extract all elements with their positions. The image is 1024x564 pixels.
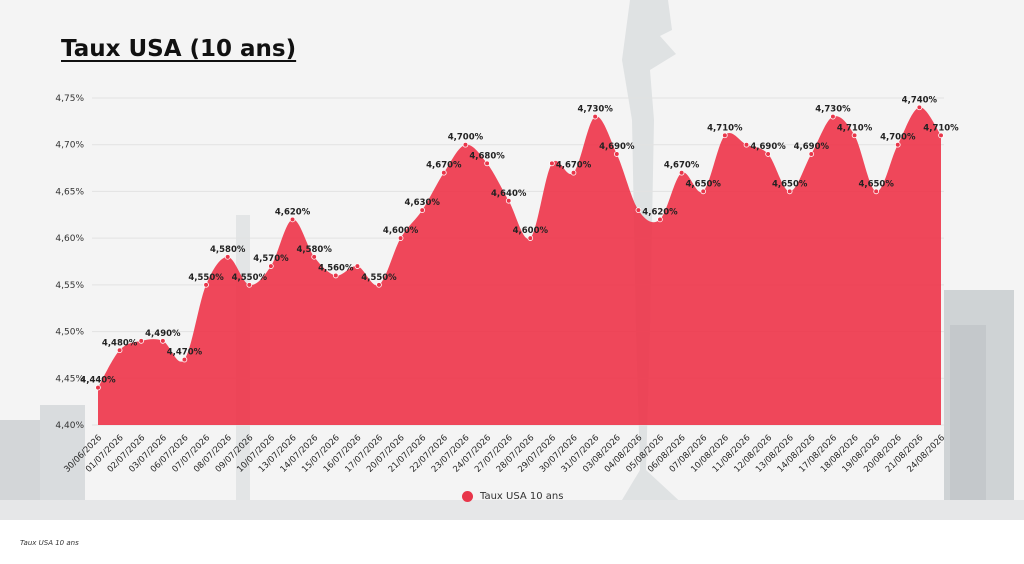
data-point [570, 169, 577, 176]
source-footnote: Taux USA 10 ans [20, 539, 79, 547]
data-label: 4,710% [837, 123, 873, 133]
data-label: 4,630% [405, 198, 441, 208]
data-point [635, 207, 642, 213]
data-point [830, 113, 836, 120]
data-label: 4,580% [296, 245, 332, 255]
data-point [181, 356, 188, 363]
data-label: 4,670% [426, 161, 462, 171]
skyline-building [950, 325, 986, 520]
data-label: 4,550% [361, 273, 397, 283]
data-point [527, 235, 534, 241]
data-label: 4,690% [599, 142, 635, 152]
data-point [851, 132, 858, 139]
data-point [786, 188, 793, 195]
data-label: 4,580% [210, 245, 246, 255]
data-label: 4,710% [923, 123, 959, 133]
data-point [419, 207, 426, 213]
legend[interactable]: Taux USA 10 ans [462, 491, 563, 502]
data-label: 4,690% [794, 142, 830, 152]
data-label: 4,620% [275, 207, 311, 217]
data-label: 4,570% [253, 254, 289, 264]
data-label: 4,600% [513, 226, 549, 236]
series-area [98, 107, 941, 425]
data-point [894, 141, 901, 148]
data-label: 4,650% [858, 179, 894, 189]
y-tick-label: 4,45% [55, 374, 84, 384]
data-point [462, 141, 469, 148]
data-label: 4,670% [664, 161, 700, 171]
y-tick-label: 4,60% [55, 234, 84, 244]
statue-of-liberty-silhouette [610, 0, 700, 520]
data-point [938, 132, 944, 139]
data-label: 4,440% [80, 376, 116, 386]
data-label: 4,470% [167, 348, 203, 358]
data-label: 4,740% [902, 95, 938, 105]
data-point [549, 160, 555, 167]
data-point [246, 282, 253, 288]
data-label: 4,550% [188, 273, 224, 283]
data-point [657, 216, 663, 223]
data-point [678, 169, 685, 176]
data-point [916, 104, 923, 111]
data-label: 4,600% [383, 226, 419, 236]
data-label: 4,700% [448, 133, 484, 143]
data-point [592, 113, 598, 120]
data-point [268, 263, 274, 269]
data-label: 4,730% [577, 105, 613, 115]
y-tick-label: 4,50% [55, 328, 84, 338]
legend-swatch [462, 491, 473, 502]
y-tick-label: 4,70% [55, 141, 84, 151]
y-tick-label: 4,65% [55, 187, 84, 197]
data-label: 4,560% [318, 264, 354, 274]
data-point [700, 188, 707, 195]
data-label: 4,680% [469, 151, 505, 161]
data-point [613, 151, 620, 157]
chart-title: Taux USA (10 ans) [61, 36, 297, 62]
series-points [95, 104, 944, 391]
data-label: 4,650% [772, 179, 808, 189]
data-point [722, 132, 728, 139]
data-label: 4,650% [686, 179, 722, 189]
data-point [505, 197, 512, 204]
data-label: 4,710% [707, 123, 743, 133]
data-point [160, 338, 166, 344]
data-point [289, 216, 296, 223]
data-point [138, 338, 145, 344]
data-point [441, 169, 447, 176]
data-label: 4,480% [102, 338, 138, 348]
data-point [116, 347, 123, 354]
data-point [397, 235, 404, 241]
data-point [354, 263, 361, 269]
data-point [484, 160, 490, 167]
data-point [224, 254, 231, 260]
y-tick-label: 4,75% [55, 94, 84, 104]
data-label: 4,730% [815, 105, 851, 115]
data-point [873, 188, 879, 195]
data-label: 4,550% [232, 273, 268, 283]
data-point [808, 151, 815, 157]
y-tick-label: 4,40% [55, 421, 84, 431]
data-label: 4,640% [491, 189, 527, 199]
data-label: 4,670% [556, 161, 592, 171]
data-label: 4,490% [145, 329, 181, 339]
data-point [203, 282, 209, 288]
data-point [765, 151, 771, 157]
legend-label: Taux USA 10 ans [480, 491, 564, 502]
data-labels: 4,440% 4,480% 4,490% 4,470% 4,550% 4,580% 4,55… [80, 95, 959, 385]
ground-band [0, 500, 1024, 520]
data-label: 4,690% [750, 142, 786, 152]
data-point [743, 141, 750, 148]
data-label: 4,620% [642, 207, 678, 217]
y-axis-ticks: 4,40% 4,45% 4,50% 4,55% 4,60% 4,65% 4,70% 4,75% [55, 94, 84, 431]
data-point [311, 254, 317, 260]
data-point [95, 384, 101, 391]
data-point [332, 272, 339, 279]
data-point [376, 282, 382, 288]
data-label: 4,700% [880, 133, 916, 143]
y-tick-label: 4,55% [55, 281, 84, 291]
